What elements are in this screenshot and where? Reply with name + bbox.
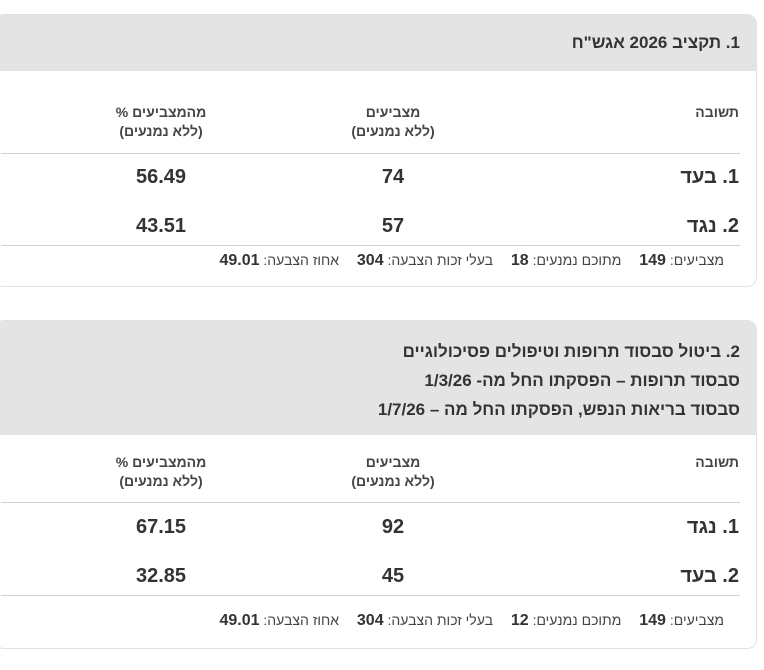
turnout-label: אחוז הצבעה: xyxy=(263,252,339,268)
eligible-value: 304 xyxy=(356,612,384,629)
voters-percent: 56.49 xyxy=(135,166,187,188)
voters-label: מצביעים: xyxy=(669,252,724,268)
voters-percent: 67.15 xyxy=(135,516,187,538)
header-voters-line2: (ללא נמנעים) xyxy=(351,123,435,139)
poll-summary: מצביעים: 149 מתוכם נמנעים: 12 בעלי זכות … xyxy=(219,612,724,630)
header-response: תשובה xyxy=(695,454,739,470)
voters-count: 57 xyxy=(381,215,405,237)
abstain-value: 18 xyxy=(510,252,529,269)
voters-percent: 43.51 xyxy=(135,215,187,237)
answer-label: 2. בעד xyxy=(680,565,739,587)
poll-title: 1. תקציב 2026 אגש"ח xyxy=(0,15,756,71)
header-percent: % מהמצביעים (ללא נמנעים) xyxy=(91,453,231,491)
answer-label: 1. בעד xyxy=(680,166,739,188)
answer-label: 2. נגד xyxy=(686,215,739,237)
header-percent-line1: % מהמצביעים xyxy=(115,454,207,470)
header-percent-line2: (ללא נמנעים) xyxy=(119,473,203,489)
turnout-value: 49.01 xyxy=(219,612,260,629)
divider xyxy=(1,595,740,596)
abstain-label: מתוכם נמנעים: xyxy=(532,252,622,268)
voters-value: 149 xyxy=(639,252,666,269)
header-voters-line1: מצביעים xyxy=(365,104,421,120)
eligible-label: בעלי זכות הצבעה: xyxy=(387,612,493,628)
header-percent-line2: (ללא נמנעים) xyxy=(119,123,203,139)
divider xyxy=(1,245,740,246)
voters-count: 74 xyxy=(381,166,405,188)
poll-card-1: 1. תקציב 2026 אגש"ח תשובה מצביעים (ללא נ… xyxy=(0,14,757,287)
eligible-label: בעלי זכות הצבעה: xyxy=(387,252,493,268)
poll-title: 2. ביטול סבסוד תרופות וטיפולים פסיכולוגי… xyxy=(0,321,756,435)
eligible-value: 304 xyxy=(356,252,384,269)
poll-card-2: 2. ביטול סבסוד תרופות וטיפולים פסיכולוגי… xyxy=(0,320,757,649)
turnout-label: אחוז הצבעה: xyxy=(263,612,339,628)
answer-label: 1. נגד xyxy=(686,516,739,538)
poll-title-line3: סבסוד בריאות הנפש, הפסקתו החל מה – 1/7/2… xyxy=(377,400,740,419)
header-voters: מצביעים (ללא נמנעים) xyxy=(343,103,443,141)
poll-title-line2: סבסוד תרופות – הפסקתו החל מה- 1/3/26 xyxy=(424,371,740,390)
divider xyxy=(1,153,740,154)
abstain-label: מתוכם נמנעים: xyxy=(532,612,622,628)
poll-title-line1: 2. ביטול סבסוד תרופות וטיפולים פסיכולוגי… xyxy=(402,342,740,361)
voters-count: 45 xyxy=(381,565,405,587)
divider xyxy=(1,502,740,503)
voters-label: מצביעים: xyxy=(669,612,724,628)
header-percent-line1: % מהמצביעים xyxy=(115,104,207,120)
header-percent: % מהמצביעים (ללא נמנעים) xyxy=(91,103,231,141)
header-voters-line2: (ללא נמנעים) xyxy=(351,473,435,489)
voters-percent: 32.85 xyxy=(135,565,187,587)
abstain-value: 12 xyxy=(510,612,529,629)
voters-count: 92 xyxy=(381,516,405,538)
turnout-value: 49.01 xyxy=(219,252,260,269)
header-voters: מצביעים (ללא נמנעים) xyxy=(343,453,443,491)
poll-summary: מצביעים: 149 מתוכם נמנעים: 18 בעלי זכות … xyxy=(219,252,724,270)
header-voters-line1: מצביעים xyxy=(365,454,421,470)
header-response: תשובה xyxy=(695,104,739,120)
voters-value: 149 xyxy=(639,612,666,629)
